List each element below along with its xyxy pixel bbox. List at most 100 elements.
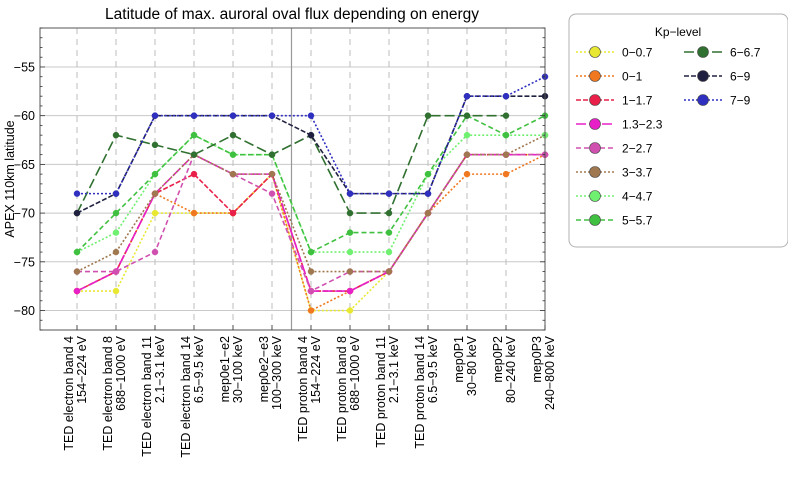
x-tick-text: TED electron band 4154−224 eV bbox=[62, 335, 89, 450]
data-point bbox=[307, 287, 315, 295]
data-point bbox=[463, 92, 471, 100]
legend-item: 6−9 bbox=[684, 70, 751, 84]
x-tick-line: TED electron band 8 bbox=[101, 336, 115, 451]
legend-marker bbox=[589, 70, 601, 82]
x-tick-text: TED proton band 112.1−3.1 keV bbox=[374, 335, 401, 447]
legend-item: 1.3−2.3 bbox=[576, 118, 663, 132]
legend-marker bbox=[589, 142, 601, 154]
data-point bbox=[112, 229, 120, 236]
legend-marker bbox=[589, 46, 601, 58]
x-tick-label: TED proton band 4154−224 eV bbox=[296, 335, 323, 441]
y-tick-label: −75 bbox=[14, 255, 35, 269]
x-tick-line: mep0P3 bbox=[530, 336, 544, 383]
x-tick-line: mep0e2−e3 bbox=[257, 336, 271, 402]
legend-label: 0−1 bbox=[622, 70, 643, 84]
legend-label: 0−0.7 bbox=[622, 46, 653, 60]
legend-marker bbox=[589, 190, 601, 202]
data-point bbox=[229, 112, 237, 119]
data-point bbox=[190, 112, 198, 119]
legend-items: 0−0.7 0−1 1−1.7 1.3−2.3 2−2.7 3−3.7 4−4.7 5−5.7… bbox=[576, 46, 761, 228]
x-tick-text: TED electron band 8688−1000 eV bbox=[101, 335, 128, 450]
data-point bbox=[112, 268, 120, 275]
x-tick-line: 30−80 keV bbox=[465, 335, 479, 396]
data-point bbox=[151, 248, 159, 256]
chart-title: Latitude of max. auroral oval flux depen… bbox=[105, 6, 479, 23]
x-tick-line: TED proton band 8 bbox=[335, 336, 349, 442]
legend-label: 4−4.7 bbox=[622, 190, 653, 204]
legend-label: 2−2.7 bbox=[622, 142, 653, 156]
legend-marker bbox=[697, 94, 709, 106]
plot-grid bbox=[40, 28, 546, 330]
legend-item: 1−1.7 bbox=[576, 94, 653, 108]
x-tick-text: mep0P3240−800 keV bbox=[530, 335, 557, 410]
x-tick-line: 30−100 keV bbox=[231, 335, 245, 403]
data-point bbox=[73, 268, 81, 275]
x-tick-line: TED electron band 14 bbox=[179, 336, 193, 458]
x-tick-label: TED proton band 8688−1000 eV bbox=[335, 335, 362, 441]
x-tick-text: TED electron band 146.5−9.5 keV bbox=[179, 335, 206, 457]
x-tick-label: TED proton band 112.1−3.1 keV bbox=[374, 335, 401, 447]
data-point bbox=[229, 131, 237, 139]
x-tick-line: TED electron band 11 bbox=[140, 336, 154, 457]
data-point bbox=[424, 209, 432, 217]
legend-item: 6−6.7 bbox=[684, 46, 761, 60]
data-point bbox=[190, 131, 198, 139]
data-point bbox=[190, 209, 198, 217]
data-point bbox=[112, 131, 120, 139]
data-point bbox=[151, 141, 159, 149]
data-point bbox=[463, 151, 471, 158]
data-point bbox=[463, 131, 471, 139]
data-point bbox=[385, 209, 393, 217]
y-tick-label: −55 bbox=[14, 60, 35, 74]
x-tick-line: mep0e1−e2 bbox=[218, 336, 232, 402]
data-point bbox=[112, 248, 120, 256]
x-tick-text: mep0e1−e230−100 keV bbox=[218, 335, 245, 403]
legend-marker bbox=[589, 166, 601, 178]
data-point bbox=[346, 268, 354, 275]
plot-series bbox=[73, 73, 549, 314]
x-tick-line: 688−1000 eV bbox=[348, 335, 362, 410]
data-point bbox=[151, 112, 159, 119]
data-point bbox=[346, 248, 354, 256]
x-tick-text: mep0P130−80 keV bbox=[452, 335, 479, 396]
series-line bbox=[76, 153, 546, 312]
legend-title: Kp−level bbox=[655, 25, 701, 39]
legend-label: 5−5.7 bbox=[622, 214, 653, 228]
legend-label: 7−9 bbox=[730, 94, 751, 108]
data-point bbox=[385, 248, 393, 256]
legend-item: 0−0.7 bbox=[576, 46, 653, 60]
x-tick-label: mep0P3240−800 keV bbox=[530, 335, 557, 410]
legend-box bbox=[568, 13, 788, 248]
x-tick-text: TED proton band 4154−224 eV bbox=[296, 335, 323, 441]
y-tick-label: −60 bbox=[14, 109, 35, 123]
data-point bbox=[307, 268, 315, 275]
data-point bbox=[385, 268, 393, 275]
legend-item: 2−2.7 bbox=[576, 142, 653, 156]
x-tick-line: 154−224 eV bbox=[75, 335, 89, 403]
data-point bbox=[229, 170, 237, 178]
data-point bbox=[346, 209, 354, 217]
y-tick-label: −80 bbox=[14, 304, 35, 318]
data-point bbox=[190, 170, 198, 178]
x-tick-line: 240−800 keV bbox=[543, 335, 557, 410]
series-7−9 bbox=[73, 73, 549, 197]
x-tick-line: 688−1000 eV bbox=[114, 335, 128, 410]
data-point bbox=[346, 190, 354, 197]
x-tick-text: TED electron band 112.1−3.1 keV bbox=[140, 335, 167, 456]
data-point bbox=[424, 170, 432, 178]
series-line bbox=[77, 153, 545, 312]
x-tick-line: 80−240 keV bbox=[504, 335, 518, 403]
x-tick-line: 2.1−3.1 keV bbox=[153, 335, 167, 403]
x-tick-label: TED electron band 8688−1000 eV bbox=[101, 335, 128, 450]
data-point bbox=[112, 190, 120, 197]
x-tick-line: TED proton band 11 bbox=[374, 336, 388, 448]
data-point bbox=[73, 287, 81, 295]
data-point bbox=[385, 190, 393, 197]
data-point bbox=[502, 131, 510, 139]
data-point bbox=[229, 209, 237, 217]
data-point bbox=[307, 307, 315, 314]
legend-label: 3−3.7 bbox=[622, 166, 653, 180]
legend-item: 0−1 bbox=[576, 70, 643, 84]
data-point bbox=[346, 287, 354, 295]
x-tick-line: mep0P1 bbox=[452, 336, 466, 383]
